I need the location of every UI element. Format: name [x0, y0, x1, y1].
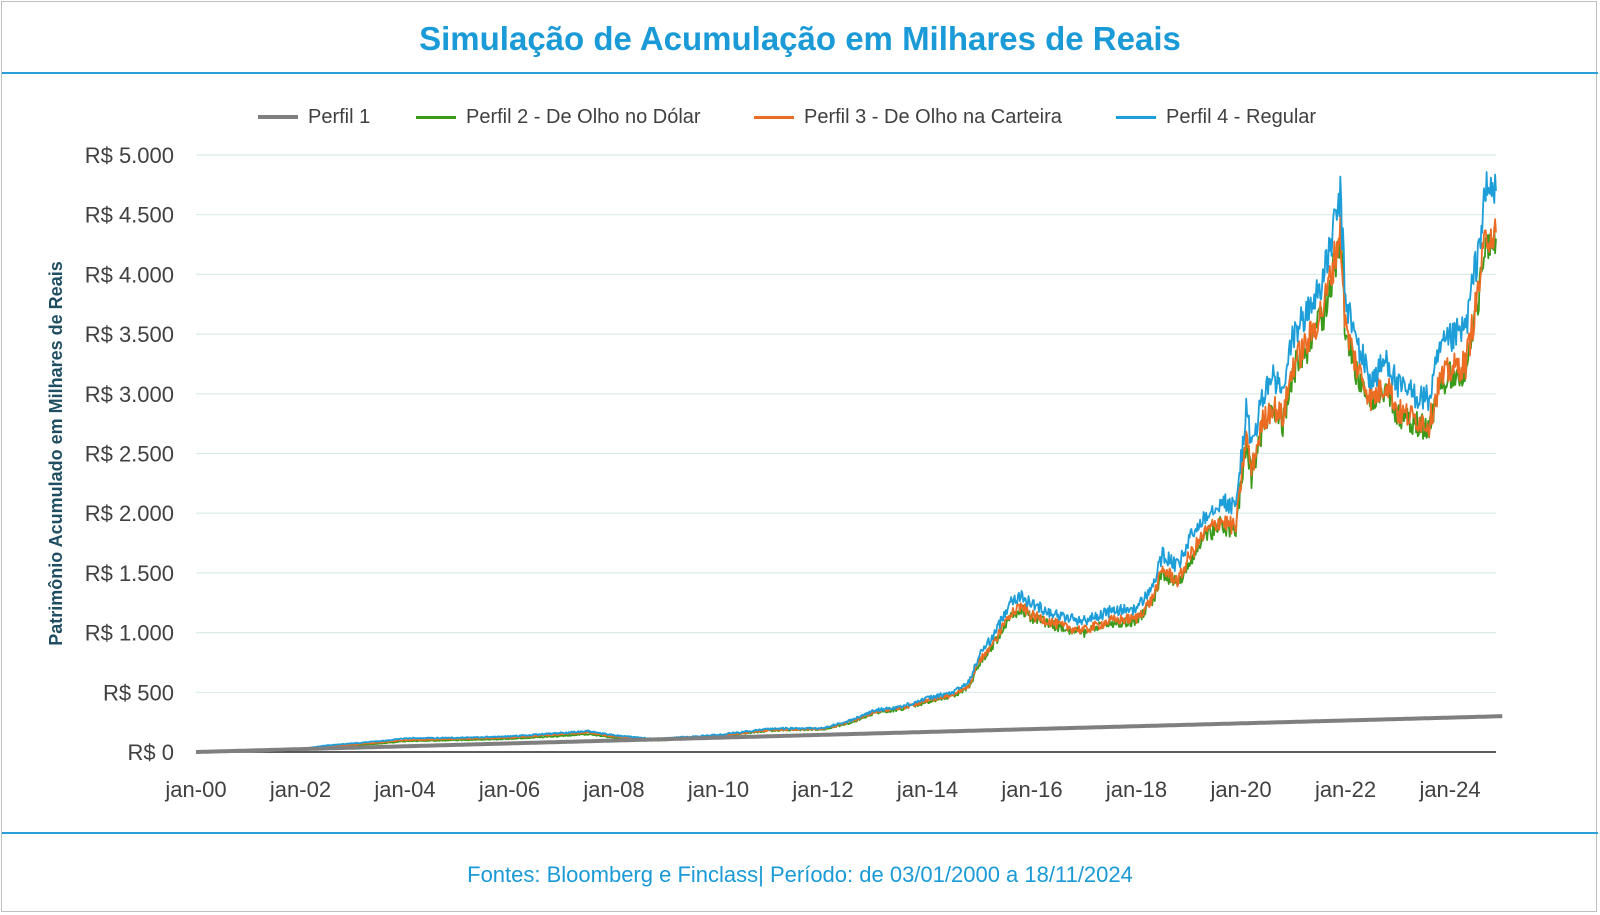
x-tick-label: jan-04: [373, 777, 435, 802]
series-line-perfil-3: [195, 214, 1497, 753]
series-line-perfil-1: [194, 714, 1504, 754]
y-tick-label: R$ 500: [103, 680, 174, 705]
series-line-perfil-2: [196, 226, 1497, 753]
x-tick-label: jan-24: [1418, 777, 1480, 802]
chart-title: Simulação de Acumulação em Milhares de R…: [419, 20, 1181, 57]
legend-label-perfil-2: Perfil 2 - De Olho no Dólar: [466, 105, 701, 128]
legend-swatch-perfil-4: [1116, 115, 1156, 119]
x-tick-label: jan-08: [582, 777, 644, 802]
legend-item-perfil-1: Perfil 1: [258, 102, 370, 132]
x-tick-label: jan-12: [791, 777, 853, 802]
y-axis-title: Patrimônio Acumulado em Milhares de Reai…: [46, 261, 66, 645]
top-divider: [2, 72, 1598, 74]
x-tick-label: jan-18: [1105, 777, 1167, 802]
x-tick-label: jan-06: [478, 777, 540, 802]
line-chart: R$ 0 R$ 500 R$ 1.000 R$ 1.500 R$ 2.000 R$ 2.5…: [46, 143, 1504, 802]
legend-label-perfil-3: Perfil 3 - De Olho na Carteira: [804, 105, 1062, 128]
y-tick-label: R$ 1.500: [85, 561, 174, 586]
x-tick-label: jan-10: [687, 777, 749, 802]
source-footer: Fontes: Bloomberg e Finclass| Período: d…: [467, 862, 1133, 887]
y-tick-label: R$ 5.000: [85, 143, 174, 168]
x-tick-label: jan-20: [1209, 777, 1271, 802]
legend-item-perfil-4: Perfil 4 - Regular: [1116, 102, 1316, 132]
legend-label-perfil-1: Perfil 1: [308, 105, 371, 128]
y-tick-label: R$ 4.500: [85, 203, 174, 228]
x-tick-label: jan-14: [896, 777, 958, 802]
y-tick-label: R$ 0: [128, 740, 174, 765]
legend-swatch-perfil-1: [258, 115, 298, 119]
legend-swatch-perfil-2: [416, 115, 456, 119]
bottom-divider: [2, 832, 1598, 834]
y-tick-label: R$ 2.500: [85, 442, 174, 467]
y-tick-label: R$ 3.500: [85, 322, 174, 347]
x-tick-label: jan-00: [164, 777, 226, 802]
legend: Perfil 1 Perfil 2 - De Olho no Dólar Per…: [2, 102, 1598, 132]
x-tick-label: jan-16: [1000, 777, 1062, 802]
y-tick-label: R$ 2.000: [85, 501, 174, 526]
legend-item-perfil-3: Perfil 3 - De Olho na Carteira: [754, 102, 1062, 132]
legend-item-perfil-2: Perfil 2 - De Olho no Dólar: [416, 102, 701, 132]
legend-label-perfil-4: Perfil 4 - Regular: [1166, 105, 1317, 128]
series-line-perfil-4: [196, 171, 1497, 753]
y-tick-label: R$ 4.000: [85, 262, 174, 287]
legend-swatch-perfil-3: [754, 115, 794, 119]
x-tick-label: jan-22: [1314, 777, 1376, 802]
y-tick-label: R$ 1.000: [85, 621, 174, 646]
y-tick-label: R$ 3.000: [85, 382, 174, 407]
x-tick-label: jan-02: [269, 777, 331, 802]
